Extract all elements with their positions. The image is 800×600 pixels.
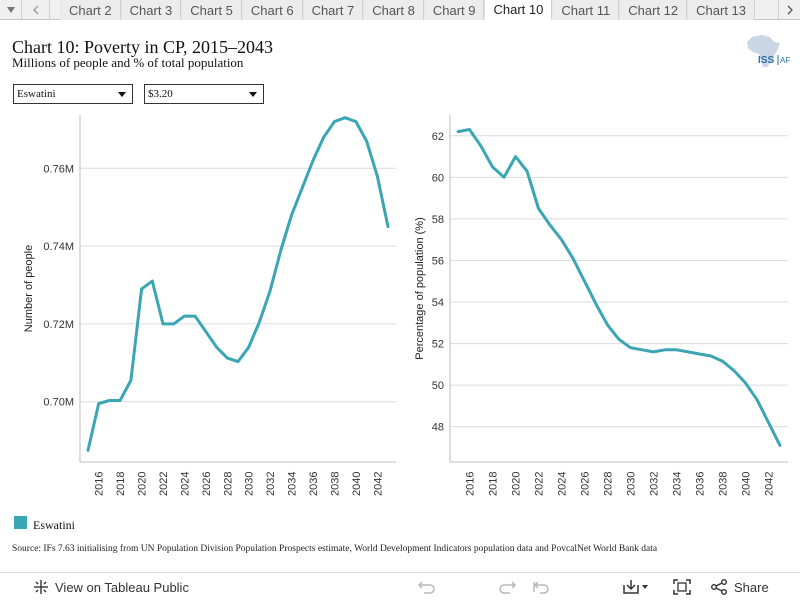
x-tick-label: 2020 [511,472,523,496]
x-tick-label: 2020 [137,472,149,496]
x-tick-label: 2022 [158,472,170,496]
threshold-dropdown-value: $3.20 [148,88,173,100]
x-tick-label: 2018 [488,472,500,496]
x-tick-label: 2024 [557,472,569,496]
dropdown-arrow-icon [249,92,257,97]
tab-chart-13[interactable]: Chart 13 [687,0,756,20]
y-tick-label: 62 [432,131,444,143]
tab-chart-8[interactable]: Chart 8 [363,0,424,20]
tab-chart-5[interactable]: Chart 5 [181,0,242,20]
x-tick-label: 2024 [179,472,191,496]
y-axis-title: Number of people [23,245,35,332]
y-tick-label: 0.70M [43,397,74,409]
y-axis-title: Percentage of population (%) [414,217,426,359]
y-tick-label: 50 [432,380,444,392]
page-subtitle: Millions of people and % of total popula… [12,55,244,70]
y-tick-label: 54 [432,297,444,309]
legend-label: Eswatini [33,518,75,532]
tab-chart-9[interactable]: Chart 9 [423,0,485,20]
legend-swatch [14,516,27,529]
redo-icon [499,581,516,594]
chevron-right-icon [787,5,793,14]
people-chart: 0.70M 0.72M 0.74M 0.76M 2016 2018 2020 2022 2024… [23,115,396,496]
legend: Eswatini [14,512,75,533]
view-on-tableau-link[interactable]: View on Tableau Public [33,573,189,600]
download-button[interactable] [622,573,650,600]
x-tick-label: 2030 [244,472,256,496]
tab-chart-10[interactable]: Chart 10 [484,0,553,20]
x-tick-label: 2034 [287,472,299,496]
tab-list: Chart 2 Chart 3 Chart 5 Chart 6 Chart 7 Chart… [60,0,756,20]
share-icon [711,579,727,595]
country-dropdown-value: Eswatini [17,88,56,100]
x-tick-label: 2028 [603,472,615,496]
x-tick-label: 2038 [718,472,730,496]
percentage-chart: 48 50 52 54 56 58 60 62 2016 2018 2020 2022 2024 2026… [414,115,788,496]
y-tick-label: 0.74M [43,241,74,253]
x-tick-label: 2040 [351,472,363,496]
bottom-toolbar: View on Tableau Public Share [0,572,800,600]
x-tick-label: 2026 [580,472,592,496]
series-line-eswatini[interactable] [86,116,390,452]
tab-chart-11[interactable]: Chart 11 [552,0,620,20]
tab-chart-2[interactable]: Chart 2 [60,0,121,20]
x-tick-label: 2038 [329,472,341,496]
y-tick-label: 48 [432,422,444,434]
x-tick-label: 2030 [626,472,638,496]
x-tick-label: 2040 [741,472,753,496]
x-tick-label: 2022 [534,472,546,496]
y-tick-label: 52 [432,339,444,351]
tab-chart-6[interactable]: Chart 6 [241,0,303,20]
x-tick-label: 2042 [372,472,384,496]
tab-chart-3[interactable]: Chart 3 [120,0,182,20]
revert-icon [533,581,549,594]
tab-chart-12[interactable]: Chart 12 [619,0,688,20]
x-tick-label: 2028 [222,472,234,496]
tab-chart-7[interactable]: Chart 7 [302,0,364,20]
country-dropdown[interactable]: Eswatini [13,84,133,104]
tab-menu-button[interactable] [0,0,22,19]
chevron-left-icon [32,5,38,14]
issafrica-logo: ISS AF [747,35,790,67]
tableau-icon [34,580,48,594]
y-tick-label: 60 [432,172,444,184]
x-tick-label: 2034 [672,472,684,496]
x-tick-label: 2036 [695,472,707,496]
x-tick-label: 2018 [115,472,127,496]
triangle-down-icon [6,6,15,13]
logo-suffix: AF [780,56,790,65]
tab-scroll-left-button[interactable] [22,0,50,19]
fullscreen-icon [673,579,691,595]
charts-canvas: 0.70M 0.72M 0.74M 0.76M 2016 2018 2020 2022 2024… [23,115,788,496]
logo-text: ISS [758,55,774,66]
redo-button[interactable] [498,573,516,600]
share-button[interactable]: Share [710,573,769,600]
x-tick-label: 2032 [649,472,661,496]
x-tick-label: 2032 [265,472,277,496]
revert-button[interactable] [533,573,551,600]
download-icon [623,580,648,594]
threshold-dropdown[interactable]: $3.20 [144,84,264,104]
x-tick-label: 2016 [94,472,106,496]
y-tick-label: 56 [432,255,444,267]
undo-icon [418,581,435,594]
x-tick-label: 2016 [465,472,477,496]
view-on-tableau-label: View on Tableau Public [55,579,189,595]
x-tick-label: 2036 [308,472,320,496]
fullscreen-button[interactable] [673,573,691,600]
undo-button[interactable] [418,573,436,600]
y-tick-label: 0.76M [43,163,74,175]
source-note: Source: IFs 7.63 initialising from UN Po… [12,544,658,554]
share-label: Share [734,579,769,595]
tab-scroll-right-button[interactable] [778,0,800,19]
x-tick-label: 2026 [201,472,213,496]
dropdown-arrow-icon [118,92,126,97]
x-tick-label: 2042 [764,472,776,496]
y-tick-label: 58 [432,214,444,226]
series-line-eswatini[interactable] [456,128,782,447]
tab-bar: Chart 2 Chart 3 Chart 5 Chart 6 Chart 7 Chart… [0,0,800,20]
page-title: Chart 10: Poverty in CP, 2015–2043 [12,37,274,57]
y-tick-label: 0.72M [43,319,74,331]
